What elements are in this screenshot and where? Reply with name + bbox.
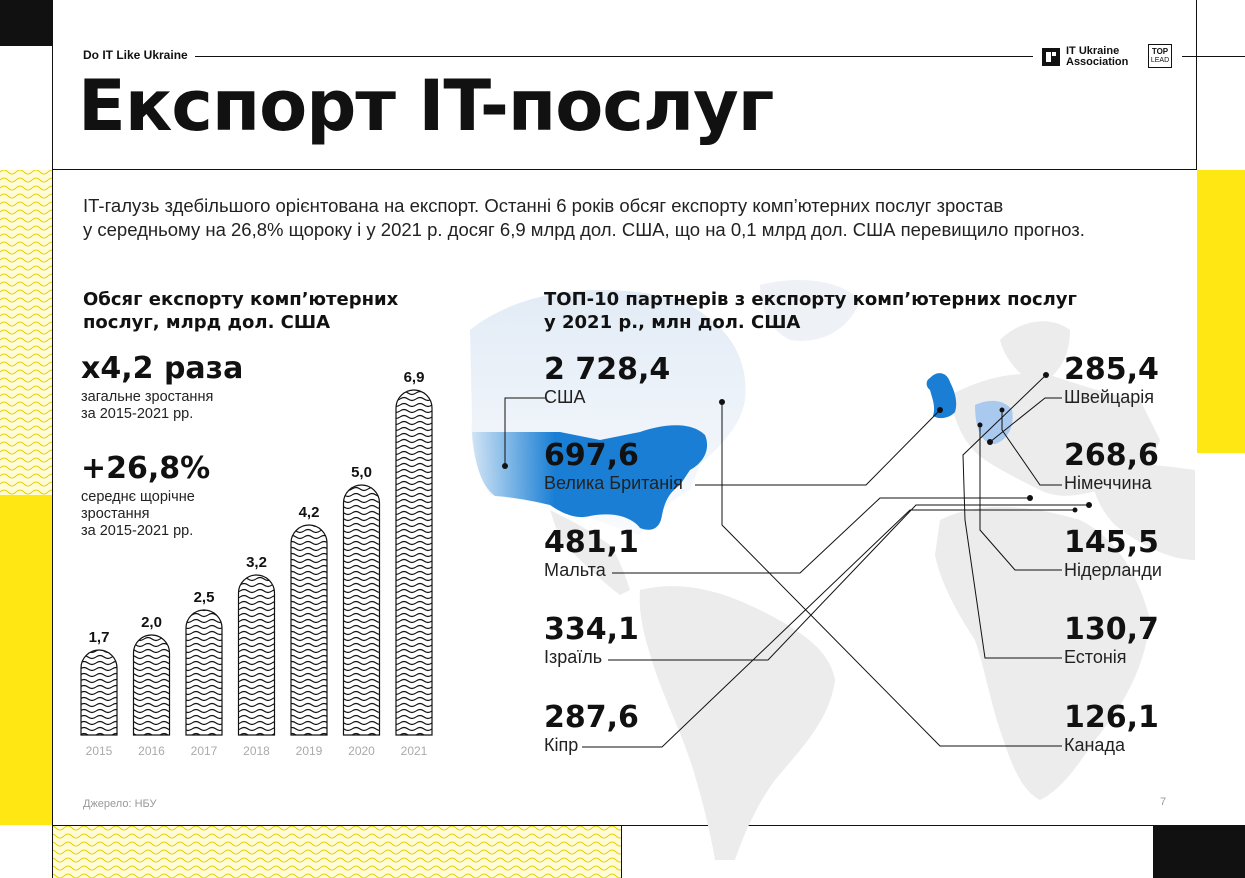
stat1-line2: за 2015-2021 рр. — [81, 406, 194, 422]
right-heading-line2: у 2021 р., млн дол. США — [544, 312, 801, 333]
logo-line1: IT Ukraine — [1066, 45, 1120, 57]
bar-value-label: 4,2 — [299, 504, 320, 521]
partner-israel: 334,1 Ізраїль — [544, 614, 639, 668]
partner-cyprus: 287,6 Кіпр — [544, 702, 639, 756]
partner-value: 334,1 — [544, 612, 639, 647]
partner-value: 697,6 — [544, 438, 639, 473]
bar-2017 — [185, 609, 223, 736]
brand-tagline: Do IT Like Ukraine — [83, 48, 188, 62]
stat2-line1: середнє щорічне — [81, 489, 195, 505]
corner-block-top-left — [0, 0, 52, 46]
x-tick-label: 2016 — [138, 744, 165, 758]
stat1-line1: загальне зростання — [81, 389, 214, 405]
partner-country: Нідерланди — [1064, 560, 1162, 580]
corner-block-bottom-right — [1153, 825, 1245, 878]
partner-country: Естонія — [1064, 647, 1127, 667]
source-note: Джерело: НБУ — [83, 798, 157, 810]
bar-value-label: 1,7 — [89, 629, 110, 646]
x-tick-label: 2019 — [296, 744, 323, 758]
left-heading-line1: Обсяг експорту комп’ютерних — [83, 289, 399, 310]
bar-value-label: 2,5 — [194, 589, 215, 606]
export-bar-chart: 1,7 2015 2,0 2016 2,5 2017 3,2 2018 4,2 2019 5,0 20… — [80, 369, 433, 758]
partner-value: 481,1 — [544, 525, 639, 560]
partner-germany: 268,6 Німеччина — [1064, 440, 1159, 494]
partner-value: 268,6 — [1064, 438, 1159, 473]
x-tick-label: 2021 — [401, 744, 428, 758]
bar-value-label: 2,0 — [141, 614, 162, 631]
partner-country: Велика Британія — [544, 473, 683, 493]
partner-value: 287,6 — [544, 700, 639, 735]
partner-usa: 2 728,4 США — [544, 354, 670, 408]
partner-canada: 126,1 Канада — [1064, 702, 1159, 756]
partner-country: Німеччина — [1064, 473, 1152, 493]
partner-value: 126,1 — [1064, 700, 1159, 735]
page-number: 7 — [1160, 796, 1167, 808]
partner-country: Канада — [1064, 735, 1125, 755]
partner-estonia: 130,7 Естонія — [1064, 614, 1159, 668]
logo-mark-icon — [1042, 48, 1060, 66]
header-rule — [195, 56, 1033, 57]
right-section-heading: ТОП-10 партнерів з експорту комп’ютерних… — [544, 288, 1164, 334]
left-heading-line2: послуг, млрд дол. США — [83, 312, 331, 333]
bar-value-label: 3,2 — [246, 554, 267, 571]
partner-uk: 697,6 Велика Британія — [544, 440, 683, 494]
partner-malta: 481,1 Мальта — [544, 527, 639, 581]
header-rule-right — [1182, 56, 1245, 57]
partner-value: 285,4 — [1064, 352, 1159, 387]
bar-2020 — [342, 484, 381, 736]
partner-country: Мальта — [544, 560, 606, 580]
x-tick-label: 2017 — [191, 744, 218, 758]
partner-value: 2 728,4 — [544, 352, 671, 387]
intro-line-2: у середньому на 26,8% щороку і у 2021 р.… — [83, 219, 1085, 240]
bar-2018 — [237, 574, 276, 736]
toplead-bottom: LEAD — [1150, 57, 1170, 64]
partner-country: Кіпр — [544, 735, 579, 755]
intro-line-1: IT-галузь здебільшого орієнтована на екс… — [83, 195, 1004, 216]
partner-switzerland: 285,4 Швейцарія — [1064, 354, 1159, 408]
stat-cagr: +26,8% — [81, 451, 211, 486]
stat-cagr-caption: середнє щорічне зростання за 2015-2021 р… — [81, 489, 195, 540]
partner-netherlands: 145,5 Нідерланди — [1064, 527, 1162, 581]
toplead-top: TOP — [1151, 47, 1169, 56]
stat2-line2: зростання — [81, 506, 150, 522]
it-ukraine-logo: IT Ukraine Association — [1042, 46, 1128, 68]
intro-text: IT-галузь здебільшого орієнтована на екс… — [83, 194, 1183, 242]
page-title: Експорт IT-послуг — [78, 65, 774, 147]
x-tick-label: 2018 — [243, 744, 270, 758]
world-map — [470, 280, 1195, 860]
partner-country: Ізраїль — [544, 647, 603, 667]
partner-country: США — [544, 387, 586, 407]
bar-value-label: 6,9 — [404, 369, 425, 386]
toplead-logo: TOP LEAD — [1148, 44, 1172, 68]
stat-growth-multiplier: x4,2 раза — [81, 351, 244, 386]
bar-2015 — [80, 649, 118, 736]
left-section-heading: Обсяг експорту комп’ютерних послуг, млрд… — [83, 288, 463, 334]
bar-2021 — [395, 389, 433, 736]
bar-2016 — [132, 634, 171, 736]
bar-2019 — [290, 524, 328, 736]
stat2-line3: за 2015-2021 рр. — [81, 523, 194, 539]
stat-growth-caption: загальне зростання за 2015-2021 рр. — [81, 389, 213, 423]
partner-value: 130,7 — [1064, 612, 1159, 647]
partner-country: Швейцарія — [1064, 387, 1154, 407]
partner-value: 145,5 — [1064, 525, 1159, 560]
x-tick-label: 2015 — [86, 744, 113, 758]
x-tick-label: 2020 — [348, 744, 375, 758]
logo-line2: Association — [1066, 56, 1129, 68]
right-heading-line1: ТОП-10 партнерів з експорту комп’ютерних… — [544, 289, 1077, 310]
bar-value-label: 5,0 — [351, 464, 372, 481]
right-yellow-block — [1197, 170, 1245, 453]
leader-lines — [504, 374, 1089, 748]
left-yellow-block — [0, 495, 52, 825]
